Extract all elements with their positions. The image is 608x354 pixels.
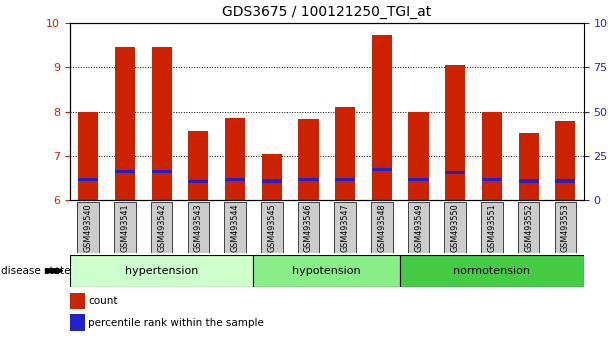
FancyBboxPatch shape bbox=[224, 202, 246, 253]
Bar bbox=[188, 180, 209, 183]
Bar bbox=[555, 179, 575, 183]
Text: GSM493547: GSM493547 bbox=[340, 203, 350, 252]
Bar bbox=[151, 170, 171, 173]
Bar bbox=[299, 119, 319, 200]
Bar bbox=[78, 112, 98, 200]
Bar bbox=[445, 65, 465, 200]
Text: GSM493540: GSM493540 bbox=[84, 203, 93, 252]
Bar bbox=[115, 170, 135, 173]
Bar bbox=[371, 35, 392, 200]
Bar bbox=[555, 121, 575, 200]
Text: GSM493541: GSM493541 bbox=[120, 203, 130, 252]
Bar bbox=[78, 178, 98, 181]
Bar bbox=[151, 47, 171, 200]
Text: GSM493549: GSM493549 bbox=[414, 203, 423, 252]
Bar bbox=[519, 133, 539, 200]
Bar bbox=[70, 314, 85, 331]
Bar bbox=[482, 178, 502, 181]
FancyBboxPatch shape bbox=[298, 202, 319, 253]
Text: GSM493542: GSM493542 bbox=[157, 203, 166, 252]
FancyBboxPatch shape bbox=[481, 202, 503, 253]
FancyBboxPatch shape bbox=[151, 202, 173, 253]
Bar bbox=[335, 107, 355, 200]
Bar bbox=[188, 131, 209, 200]
FancyBboxPatch shape bbox=[261, 202, 283, 253]
Bar bbox=[70, 293, 85, 309]
FancyBboxPatch shape bbox=[114, 202, 136, 253]
Bar bbox=[261, 179, 282, 183]
Text: GSM493553: GSM493553 bbox=[561, 203, 570, 252]
Text: GSM493548: GSM493548 bbox=[378, 203, 386, 252]
Bar bbox=[409, 113, 429, 200]
FancyBboxPatch shape bbox=[371, 202, 393, 253]
FancyBboxPatch shape bbox=[77, 202, 99, 253]
Bar bbox=[261, 154, 282, 200]
Text: GSM493546: GSM493546 bbox=[304, 203, 313, 252]
Bar bbox=[371, 169, 392, 171]
Bar bbox=[225, 118, 245, 200]
Text: GSM493543: GSM493543 bbox=[194, 203, 203, 252]
Text: percentile rank within the sample: percentile rank within the sample bbox=[88, 318, 264, 327]
FancyBboxPatch shape bbox=[187, 202, 209, 253]
Text: count: count bbox=[88, 296, 117, 306]
Bar bbox=[409, 178, 429, 181]
Text: hypertension: hypertension bbox=[125, 266, 198, 276]
Text: GSM493552: GSM493552 bbox=[524, 203, 533, 252]
Bar bbox=[299, 178, 319, 181]
FancyBboxPatch shape bbox=[400, 255, 584, 287]
Text: normotension: normotension bbox=[454, 266, 530, 276]
FancyBboxPatch shape bbox=[70, 255, 254, 287]
Bar bbox=[115, 47, 135, 200]
Bar bbox=[482, 113, 502, 200]
FancyBboxPatch shape bbox=[554, 202, 576, 253]
Bar bbox=[335, 178, 355, 181]
Text: GSM493544: GSM493544 bbox=[230, 203, 240, 252]
Bar bbox=[445, 171, 465, 174]
FancyBboxPatch shape bbox=[444, 202, 466, 253]
Bar bbox=[225, 178, 245, 181]
FancyBboxPatch shape bbox=[254, 255, 400, 287]
FancyBboxPatch shape bbox=[518, 202, 539, 253]
Text: GSM493545: GSM493545 bbox=[268, 203, 276, 252]
Text: hypotension: hypotension bbox=[292, 266, 361, 276]
FancyBboxPatch shape bbox=[408, 202, 429, 253]
Bar bbox=[519, 179, 539, 183]
Text: GSM493551: GSM493551 bbox=[488, 203, 497, 252]
Text: disease state: disease state bbox=[1, 266, 71, 276]
FancyBboxPatch shape bbox=[334, 202, 356, 253]
Text: GSM493550: GSM493550 bbox=[451, 203, 460, 252]
Title: GDS3675 / 100121250_TGI_at: GDS3675 / 100121250_TGI_at bbox=[222, 5, 432, 19]
